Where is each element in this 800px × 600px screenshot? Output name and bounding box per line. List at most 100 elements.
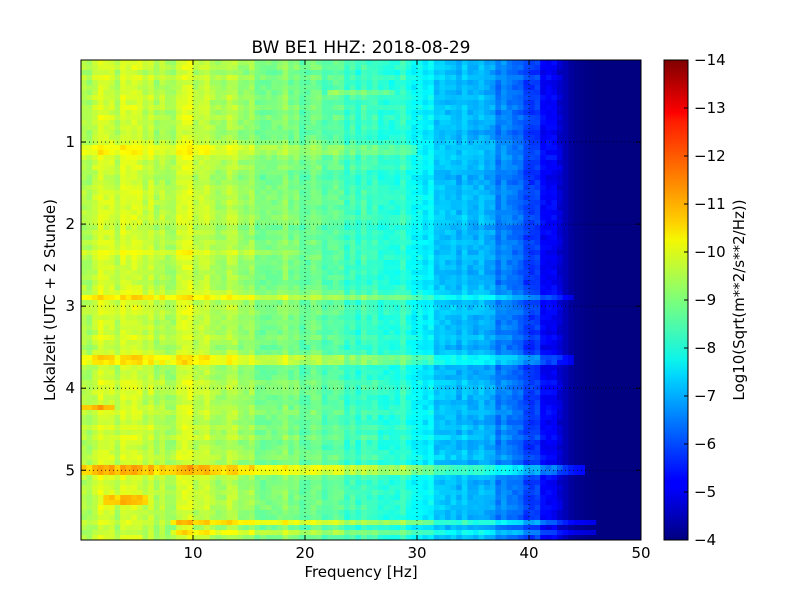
heatmap-cell [92, 150, 99, 156]
heatmap-cell [333, 255, 340, 261]
heatmap-cell [545, 210, 552, 216]
heatmap-cell [249, 265, 256, 271]
heatmap-cell [243, 130, 250, 136]
heatmap-cell [585, 290, 592, 296]
heatmap-cell [288, 75, 295, 81]
heatmap-cell [411, 190, 418, 196]
heatmap-cell [103, 75, 110, 81]
heatmap-cell [338, 110, 345, 116]
heatmap-cell [226, 190, 233, 196]
heatmap-cell [428, 280, 435, 286]
heatmap-cell [383, 300, 390, 306]
heatmap-cell [529, 100, 536, 106]
heatmap-cell [394, 230, 401, 236]
heatmap-cell [109, 65, 116, 71]
heatmap-cell [221, 210, 228, 216]
heatmap-cell [226, 215, 233, 221]
heatmap-cell [517, 305, 524, 311]
heatmap-cell [534, 190, 541, 196]
heatmap-cell [148, 125, 155, 131]
heatmap-cell [277, 255, 284, 261]
heatmap-cell [176, 285, 183, 291]
heatmap-cell [327, 235, 334, 241]
heatmap-cell [467, 175, 474, 181]
heatmap-cell [327, 120, 334, 126]
heatmap-cell [372, 110, 379, 116]
heatmap-cell [450, 70, 457, 76]
heatmap-cell [417, 260, 424, 266]
heatmap-cell [366, 130, 373, 136]
heatmap-cell [433, 235, 440, 241]
heatmap-cell [629, 120, 636, 126]
heatmap-cell [159, 205, 166, 211]
heatmap-cell [137, 160, 144, 166]
heatmap-cell [361, 190, 368, 196]
heatmap-cell [422, 265, 429, 271]
heatmap-cell [305, 70, 312, 76]
heatmap-cell [601, 185, 608, 191]
heatmap-cell [540, 230, 547, 236]
heatmap-cell [523, 120, 530, 126]
heatmap-cell [590, 260, 597, 266]
heatmap-cell [417, 185, 424, 191]
heatmap-cell [81, 300, 88, 306]
heatmap-cell [159, 140, 166, 146]
heatmap-cell [445, 75, 452, 81]
heatmap-cell [209, 90, 216, 96]
heatmap-cell [81, 160, 88, 166]
heatmap-cell [321, 65, 328, 71]
heatmap-cell [489, 130, 496, 136]
heatmap-cell [232, 140, 239, 146]
heatmap-cell [635, 130, 641, 136]
heatmap-cell [596, 110, 603, 116]
heatmap-cell [400, 220, 407, 226]
heatmap-cell [114, 95, 121, 101]
heatmap-cell [551, 145, 558, 151]
heatmap-cell [221, 215, 228, 221]
heatmap-cell [271, 80, 278, 86]
heatmap-cell [305, 200, 312, 206]
heatmap-cell [282, 235, 289, 241]
heatmap-cell [310, 185, 317, 191]
heatmap-cell [159, 295, 166, 301]
heatmap-cell [187, 120, 194, 126]
heatmap-cell [484, 280, 491, 286]
heatmap-cell [366, 70, 373, 76]
heatmap-cell [439, 175, 446, 181]
heatmap-cell [316, 165, 323, 171]
heatmap-cell [573, 125, 580, 131]
heatmap-cell [249, 225, 256, 231]
heatmap-cell [433, 280, 440, 286]
heatmap-cell [377, 245, 384, 251]
heatmap-cell [165, 270, 172, 276]
heatmap-cell [411, 90, 418, 96]
heatmap-cell [450, 195, 457, 201]
heatmap-cell [540, 65, 547, 71]
heatmap-cell [176, 180, 183, 186]
heatmap-cell [310, 245, 317, 251]
heatmap-cell [282, 160, 289, 166]
heatmap-cell [165, 125, 172, 131]
heatmap-cell [495, 230, 502, 236]
heatmap-cell [585, 170, 592, 176]
heatmap-cell [181, 70, 188, 76]
heatmap-cell [613, 205, 620, 211]
heatmap-cell [254, 190, 261, 196]
heatmap-cell [501, 160, 508, 166]
heatmap-cell [92, 60, 99, 66]
heatmap-cell [613, 245, 620, 251]
heatmap-cell [361, 85, 368, 91]
heatmap-cell [439, 65, 446, 71]
heatmap-cell [590, 290, 597, 296]
heatmap-cell [534, 280, 541, 286]
heatmap-cell [215, 190, 222, 196]
heatmap-cell [545, 300, 552, 306]
heatmap-cell [198, 295, 205, 301]
heatmap-cell [170, 190, 177, 196]
heatmap-cell [204, 280, 211, 286]
heatmap-cell [422, 135, 429, 141]
heatmap-cell [299, 170, 306, 176]
heatmap-cell [125, 75, 132, 81]
heatmap-cell [305, 235, 312, 241]
heatmap-cell [349, 210, 356, 216]
